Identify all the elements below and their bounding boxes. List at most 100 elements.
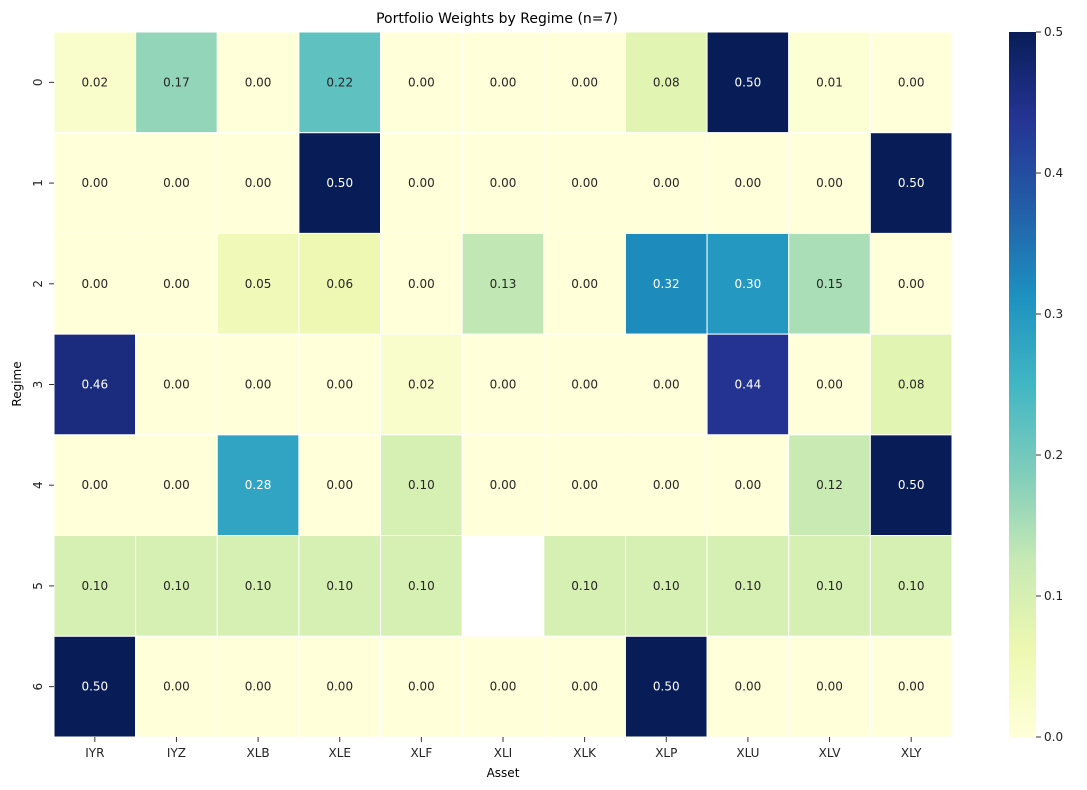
cell-value-label: 0.00 [326, 378, 353, 392]
heatmap-cell [543, 434, 626, 537]
heatmap-cell [53, 535, 137, 637]
cell-value-label: 0.00 [245, 75, 272, 89]
cell-value-label: 0.10 [653, 579, 680, 593]
cell-value-label: 0.17 [163, 75, 190, 89]
x-tick-label: XLY [901, 746, 922, 760]
cell-value-label: 0.00 [408, 176, 435, 190]
cell-value-label: 0.00 [571, 75, 598, 89]
heatmap-cell [788, 333, 871, 436]
heatmap-cell [298, 434, 382, 537]
y-tick-label: 5 [31, 582, 45, 590]
cell-value-label: 0.10 [81, 579, 108, 593]
heatmap-cell [216, 31, 300, 134]
heatmap-cell [380, 132, 463, 234]
y-tick-label: 6 [31, 683, 45, 691]
cell-value-label: 0.10 [816, 579, 843, 593]
x-tick-label: XLI [494, 746, 512, 760]
colorbar-tick-label: 0.0 [1044, 730, 1063, 744]
cell-value-label: 0.30 [735, 277, 762, 291]
x-axis-label: Asset [487, 766, 520, 780]
heatmap-cell [380, 635, 463, 738]
cell-value-label: 0.00 [163, 277, 190, 291]
heatmap-cell [543, 635, 626, 738]
heatmap-cell [788, 434, 871, 537]
heatmap-cell [380, 232, 463, 335]
x-tick-label: XLP [655, 746, 677, 760]
heatmap-cell [624, 132, 708, 234]
cell-value-label: 0.00 [816, 378, 843, 392]
heatmap-cell [380, 434, 463, 537]
cell-value-label: 0.06 [326, 277, 353, 291]
x-tick-label: XLE [328, 746, 351, 760]
x-tick-label: XLB [247, 746, 270, 760]
cell-value-label: 0.00 [571, 277, 598, 291]
cell-value-label: 0.46 [81, 378, 108, 392]
cell-value-label: 0.13 [490, 277, 517, 291]
cell-value-label: 0.00 [490, 478, 517, 492]
heatmap-cell [624, 31, 708, 134]
cell-value-label: 0.00 [571, 680, 598, 694]
cell-value-label: 0.00 [81, 478, 108, 492]
y-tick-label: 1 [31, 179, 45, 187]
cell-value-label: 0.00 [408, 75, 435, 89]
y-tick-label: 0 [31, 79, 45, 87]
cell-value-label: 0.00 [571, 378, 598, 392]
cell-value-label: 0.00 [571, 176, 598, 190]
heatmap-cell [216, 333, 300, 436]
cell-value-label: 0.10 [326, 579, 353, 593]
x-axis: IYR IYZ XLB XLE XLF XLI XLK XLP XLU XLV XLY [85, 737, 922, 760]
cell-value-label: 0.28 [245, 478, 272, 492]
heatmap-cell [543, 333, 626, 436]
heatmap-cell [216, 635, 300, 738]
heatmap-cell [298, 535, 382, 637]
cell-value-label: 0.08 [898, 378, 925, 392]
cell-value-label: 0.00 [490, 75, 517, 89]
cell-value-label: 0.10 [735, 579, 762, 593]
x-tick-label: XLK [573, 746, 597, 760]
heatmap-cell [380, 31, 463, 134]
cell-value-label: 0.05 [245, 277, 272, 291]
heatmap-cell [869, 635, 953, 738]
heatmap-cell [135, 333, 218, 436]
heatmap-cell [53, 31, 137, 134]
heatmap-cell [135, 31, 218, 134]
cell-value-label: 0.00 [898, 75, 925, 89]
cell-value-label: 0.50 [81, 680, 108, 694]
cell-value-label: 0.10 [408, 478, 435, 492]
cell-value-label: 0.44 [735, 378, 762, 392]
cell-value-label: 0.00 [245, 378, 272, 392]
heatmap-cell [461, 535, 545, 637]
heatmap-cell [461, 31, 545, 134]
heatmap-cell [869, 31, 953, 134]
heatmap-cell [543, 132, 626, 234]
heatmap-cell [461, 232, 545, 335]
cell-value-label: 0.00 [816, 176, 843, 190]
heatmap-cell [380, 333, 463, 436]
x-tick-label: IYR [85, 746, 104, 760]
cell-value-label: 0.50 [653, 680, 680, 694]
cell-value-label: 0.00 [735, 176, 762, 190]
cell-value-label: 0.00 [81, 277, 108, 291]
cell-value-label: 0.32 [653, 277, 680, 291]
heatmap-cell [461, 333, 545, 436]
x-tick-label: XLF [410, 746, 432, 760]
cell-value-label: 0.00 [408, 680, 435, 694]
cell-value-label: 0.00 [816, 680, 843, 694]
heatmap-cell [135, 132, 218, 234]
cell-value-label: 0.08 [653, 75, 680, 89]
cell-value-label: 0.50 [898, 176, 925, 190]
heatmap-cell [53, 434, 137, 537]
cell-value-label: 0.00 [898, 680, 925, 694]
y-tick-label: 3 [31, 381, 45, 389]
heatmap-cell [135, 635, 218, 738]
cell-value-label: 0.00 [163, 378, 190, 392]
heatmap-cell [298, 31, 382, 134]
y-axis: 0 1 2 3 4 5 6 [31, 79, 54, 691]
y-tick-label: 2 [31, 280, 45, 288]
heatmap-cell [298, 635, 382, 738]
cell-value-label: 0.00 [245, 680, 272, 694]
chart-title: Portfolio Weights by Regime (n=7) [376, 11, 618, 27]
cell-value-label: 0.00 [163, 478, 190, 492]
heatmap-cell [869, 232, 953, 335]
heatmap-cell [53, 635, 137, 738]
